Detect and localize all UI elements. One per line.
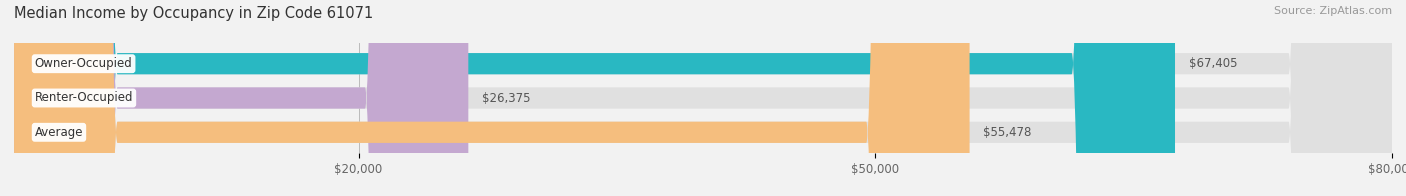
FancyBboxPatch shape xyxy=(14,0,970,196)
Text: $67,405: $67,405 xyxy=(1189,57,1237,70)
Text: $55,478: $55,478 xyxy=(983,126,1032,139)
FancyBboxPatch shape xyxy=(14,0,1392,196)
Text: Owner-Occupied: Owner-Occupied xyxy=(35,57,132,70)
FancyBboxPatch shape xyxy=(14,0,1392,196)
Text: Renter-Occupied: Renter-Occupied xyxy=(35,92,134,104)
FancyBboxPatch shape xyxy=(14,0,468,196)
Text: Median Income by Occupancy in Zip Code 61071: Median Income by Occupancy in Zip Code 6… xyxy=(14,6,374,21)
Text: Average: Average xyxy=(35,126,83,139)
Text: $26,375: $26,375 xyxy=(482,92,530,104)
FancyBboxPatch shape xyxy=(14,0,1392,196)
FancyBboxPatch shape xyxy=(14,0,1175,196)
Text: Source: ZipAtlas.com: Source: ZipAtlas.com xyxy=(1274,6,1392,16)
